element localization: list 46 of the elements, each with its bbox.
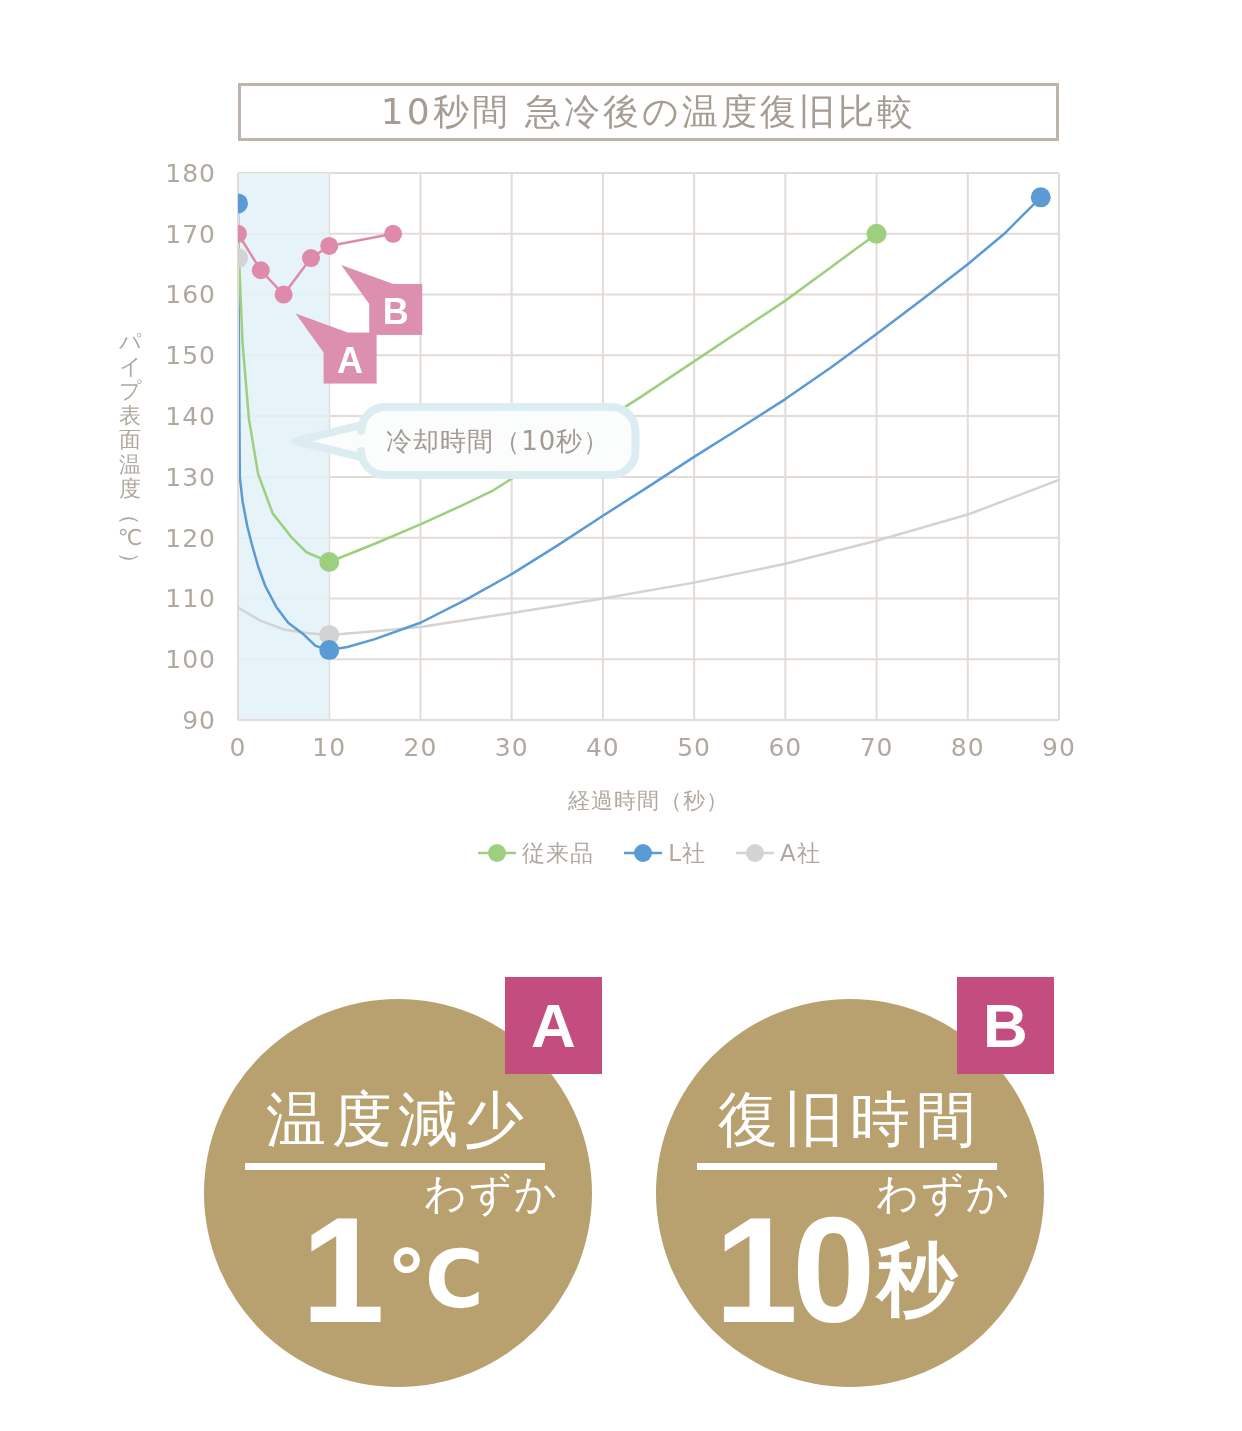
x-tick-label: 90 [1042,732,1076,762]
y-tick-label: 130 [165,462,216,492]
annotation: A [337,339,364,381]
x-tick-label: 30 [494,732,529,762]
text: 10 [714,1186,870,1354]
point [866,223,887,244]
y-tick-label: 170 [165,219,216,249]
y-tick-label: 160 [165,280,216,310]
text: 1 [301,1186,379,1354]
point [319,551,340,572]
y-tick-label: 110 [165,584,216,614]
x-tick-label: 40 [585,732,620,762]
y-tick-label: 140 [165,401,216,431]
point [384,224,403,243]
chart-title: 10秒間 急冷後の温度復旧比較 [238,83,1059,141]
text: 温度減少 [265,1083,531,1156]
text: ℃ [386,1233,484,1326]
text: 秒 [877,1233,958,1326]
x-tick-label: 0 [229,732,247,762]
point [251,261,270,280]
point [301,249,320,268]
x-tick-label: 10 [312,732,347,762]
y-tick-label: 100 [165,645,216,675]
annotation: B [382,290,409,332]
legend-label: L社 [668,838,707,868]
x-tick-label: 80 [950,732,985,762]
x-axis-title: 経過時間（秒） [567,787,730,815]
band-label: 冷却時間（10秒） [386,426,611,457]
x-tick-label: 70 [859,732,894,762]
x-tick-label: 20 [403,732,438,762]
point [274,285,293,304]
text: わずか [424,1169,559,1218]
y-tick-label: 90 [182,705,216,735]
text: パイプ表面温度（℃） [117,329,144,574]
x-tick-label: 50 [677,732,712,762]
point [319,640,340,661]
x-tick-label: 60 [768,732,803,762]
text: 復旧時間 [717,1083,983,1156]
point [1030,187,1051,208]
y-tick-label: 120 [165,523,216,553]
y-tick-label: 180 [165,158,216,188]
legend-label: A社 [780,838,821,868]
legend-label: 従来品 [522,838,595,868]
text: わずか [876,1169,1011,1218]
y-tick-label: 150 [165,341,216,371]
point [320,236,339,255]
